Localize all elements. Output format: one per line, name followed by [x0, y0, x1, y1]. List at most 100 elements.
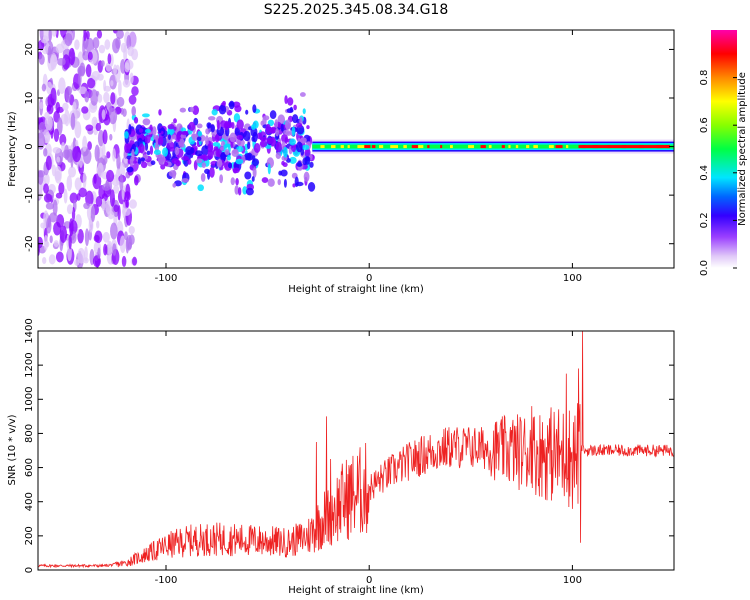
spec-blob	[259, 140, 268, 148]
spec-line-peak	[555, 145, 563, 149]
spec-blob	[209, 166, 215, 178]
colorbar-label: Normalized spectral amplitude	[737, 72, 748, 226]
spec-blob	[158, 109, 162, 116]
spec-blob	[83, 202, 90, 210]
spec-blob	[55, 192, 63, 199]
spec-blob	[256, 132, 263, 140]
spec-blob	[74, 177, 82, 191]
spec-blob	[83, 30, 87, 42]
spec-blob	[284, 95, 288, 105]
spec-blob	[236, 119, 244, 130]
spec-blob	[122, 79, 131, 88]
spec-blob	[215, 148, 220, 158]
spec-blob	[236, 139, 245, 147]
spec-blob	[253, 142, 261, 154]
spec-blob	[113, 204, 119, 213]
spectrogram-xlabel: Height of straight line (km)	[288, 284, 424, 295]
spec-blob	[234, 127, 241, 136]
spec-blob	[97, 162, 104, 178]
spec-ytick-label: -20	[24, 236, 35, 252]
spec-line-peak	[515, 145, 519, 149]
chart-title: S225.2025.345.08.34.G18	[264, 2, 449, 18]
spec-ytick-label: 20	[24, 43, 35, 56]
spec-line-inner	[312, 144, 674, 149]
spec-blob	[210, 124, 215, 133]
spec-blob	[70, 112, 76, 130]
spec-blob	[260, 136, 268, 142]
spec-blob	[50, 87, 57, 106]
spec-blob	[195, 158, 203, 164]
spec-blob	[110, 222, 118, 240]
spec-blob	[224, 120, 229, 131]
colorbar-ticks: 0.0 0.2 0.4 0.6 0.8	[699, 70, 737, 276]
spec-blob	[160, 164, 166, 170]
spec-blob	[251, 124, 256, 130]
spec-line-peak	[331, 145, 336, 149]
spec-blob	[187, 158, 192, 165]
spec-blob	[137, 157, 142, 165]
snr-xtick-label: 100	[563, 575, 582, 586]
spec-blob	[124, 231, 128, 241]
spec-line-peak	[488, 145, 492, 149]
spec-line-peak	[411, 145, 418, 149]
spec-blob	[236, 134, 243, 140]
spec-blob	[53, 240, 59, 247]
spec-blob	[235, 158, 244, 165]
snr-plot-area	[38, 331, 674, 570]
spec-blob	[128, 124, 132, 135]
spec-blob	[85, 124, 94, 132]
spec-blob	[167, 124, 175, 130]
spec-blob	[112, 38, 120, 54]
spec-blob	[62, 54, 71, 70]
spec-blob	[218, 104, 227, 115]
spec-blob	[204, 168, 210, 174]
spec-blob	[75, 139, 79, 147]
spec-blob	[237, 187, 242, 196]
spec-blob	[85, 190, 94, 207]
spec-blob	[38, 132, 46, 150]
spec-blob	[280, 169, 288, 177]
spec-blob	[49, 54, 58, 68]
spec-blob	[42, 256, 47, 265]
spec-blob	[77, 229, 84, 244]
spec-blob	[201, 162, 207, 169]
spec-blob	[172, 182, 177, 188]
spec-blob	[197, 130, 202, 137]
spec-blob	[212, 141, 221, 147]
spec-blob	[38, 188, 43, 200]
spec-blob	[76, 193, 81, 201]
spec-blob	[293, 104, 297, 111]
spec-blob	[299, 92, 306, 97]
spec-blob	[110, 92, 116, 105]
spec-blob	[109, 189, 115, 207]
spec-blob	[112, 243, 117, 256]
spec-blob	[157, 136, 164, 146]
spec-blob	[294, 176, 299, 188]
spec-blob	[173, 118, 177, 124]
spec-blob	[118, 79, 122, 97]
spec-blob	[105, 180, 110, 189]
spec-line-peak	[533, 145, 538, 149]
spec-blob	[53, 221, 62, 236]
spec-blob	[306, 125, 310, 130]
spectrogram-frame	[37, 29, 675, 269]
snr-ytick-label: 1000	[24, 387, 35, 412]
spec-blob	[94, 144, 100, 162]
spec-blob	[127, 46, 135, 57]
spec-blob	[113, 64, 117, 76]
spec-blob	[304, 147, 311, 158]
spec-blob	[131, 148, 135, 160]
spec-blob	[45, 202, 55, 210]
spec-blob	[277, 114, 286, 125]
snr-ytick-label: 400	[24, 492, 35, 511]
spec-blob	[275, 141, 283, 153]
spec-blob	[216, 119, 220, 130]
spec-blob	[275, 152, 281, 159]
spec-blob	[55, 251, 64, 263]
spec-blob	[90, 206, 96, 222]
spec-blob	[262, 115, 267, 127]
